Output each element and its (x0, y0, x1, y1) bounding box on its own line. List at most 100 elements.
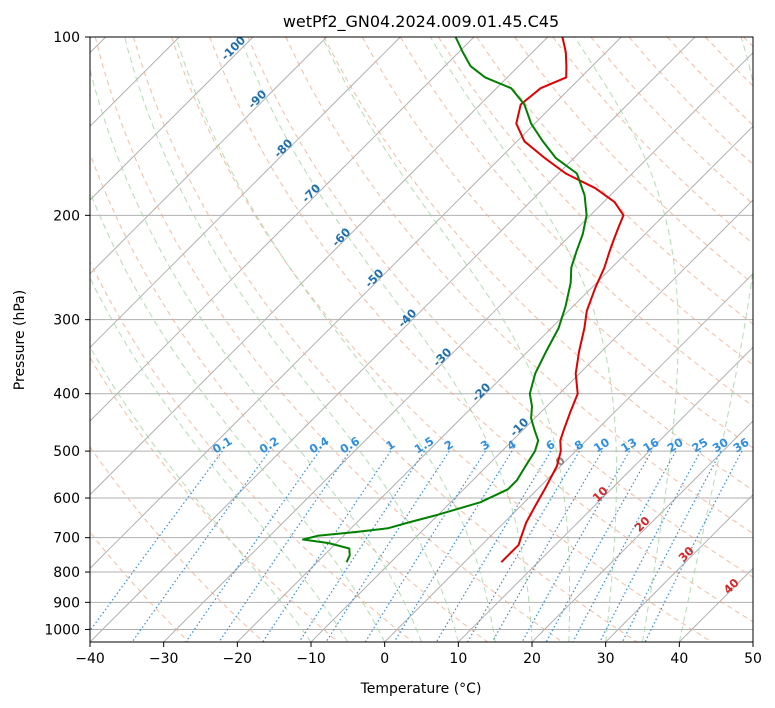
x-tick-label: 30 (597, 651, 615, 667)
y-axis-label: Pressure (hPa) (12, 290, 28, 390)
y-tick-label: 400 (53, 387, 80, 403)
mixing-ratio-label: 0.6 (337, 434, 362, 457)
mixing-ratio-line (621, 450, 722, 642)
dry-adiabat-line (90, 531, 190, 642)
moist-adiabat-label: 30 (676, 544, 697, 565)
y-tick-label: 800 (53, 565, 80, 581)
dry-adiabat-line (90, 356, 339, 642)
x-tick-label: 40 (670, 651, 688, 667)
dry-adiabat-label: -60 (329, 225, 354, 250)
x-tick-label: 50 (744, 651, 762, 667)
mixing-ratio-line (491, 450, 603, 642)
dry-adiabat-line (323, 37, 753, 491)
y-tick-label: 700 (53, 531, 80, 547)
moist-adiabat-label: 40 (721, 576, 742, 597)
moist-adiabat-line (321, 37, 571, 642)
moist-adiabat-line (90, 67, 422, 642)
y-tick-label: 600 (53, 491, 80, 507)
mixing-ratio-line (435, 450, 552, 642)
dry-adiabat-line (399, 37, 753, 407)
mixing-ratio-label: 10 (591, 435, 612, 455)
isotherm-line (90, 37, 328, 275)
mixing-ratio-line (393, 450, 513, 642)
isotherm-line (752, 641, 753, 642)
dry-adiabat-label: -100 (218, 33, 248, 63)
dry-adiabat-label: -50 (362, 266, 387, 291)
moist-adiabat-line (90, 346, 312, 642)
isotherm-line (678, 567, 753, 642)
isotherm-line (90, 37, 401, 349)
mixing-ratio-label: 13 (618, 435, 639, 455)
chart-title: wetPf2_GN04.2024.009.01.45.C45 (283, 12, 559, 32)
dry-adiabat-line (94, 37, 563, 642)
x-tick-label: 0 (380, 651, 389, 667)
mixing-ratio-line (262, 450, 392, 642)
y-tick-label: 900 (53, 595, 80, 611)
dry-adiabat-line (132, 37, 638, 642)
y-tick-label: 300 (53, 313, 80, 329)
dry-adiabat-label: -70 (299, 181, 324, 206)
y-tick-label: 500 (53, 444, 80, 460)
moist-adiabat-line (124, 37, 459, 642)
temperature-profile-line (500, 37, 625, 563)
mixing-ratio-label: 0.1 (210, 434, 235, 457)
mixing-ratio-line (90, 450, 223, 632)
mixing-ratio-line (131, 450, 270, 642)
dry-adiabat-line (247, 37, 753, 578)
dry-adiabat-line (171, 37, 712, 642)
mixing-ratio-label: 20 (665, 435, 686, 455)
x-tick-label: −10 (296, 651, 326, 667)
moist-adiabat-line (429, 37, 617, 642)
dry-adiabat-line (90, 446, 264, 642)
isotherm-line (90, 37, 475, 422)
isotherm-line (531, 420, 753, 642)
mixing-ratio-line (545, 450, 653, 642)
mixing-ratio-line (185, 450, 320, 642)
moist-adiabat-line (573, 37, 679, 642)
mixing-ratio-line (466, 450, 580, 642)
dry-adiabat-label: -30 (430, 345, 455, 370)
mixing-ratio-line (364, 450, 486, 642)
x-tick-label: −40 (75, 651, 105, 667)
mixing-ratio-label: 0.4 (307, 434, 332, 457)
isotherm-line (457, 346, 753, 642)
y-tick-label: 100 (53, 30, 80, 46)
dry-adiabat-line (361, 37, 753, 449)
x-axis-label: Temperature (°C) (360, 681, 482, 697)
x-tick-label: −20 (223, 651, 253, 667)
dry-adiabat-line (90, 152, 488, 642)
dry-adiabat-line (437, 37, 753, 366)
x-tick-label: 10 (449, 651, 467, 667)
mixing-ratio-label: 36 (731, 435, 752, 455)
dry-adiabat-line (552, 37, 753, 245)
mixing-ratio-label: 0.2 (257, 434, 282, 457)
x-tick-label: 20 (523, 651, 541, 667)
mixing-ratio-label: 16 (640, 435, 661, 455)
y-tick-label: 1000 (44, 622, 80, 638)
isotherm-line (90, 37, 696, 642)
mixing-ratio-line (644, 450, 743, 642)
isotherm-line (90, 37, 622, 570)
mixing-ratio-label: 30 (710, 435, 731, 455)
dry-adiabat-label: -40 (395, 306, 420, 331)
mixing-ratio-line (521, 450, 631, 642)
moist-adiabat-line (678, 37, 753, 642)
dry-adiabat-line (209, 37, 753, 623)
isotherm-line (90, 37, 549, 496)
moist-adiabat-label: 20 (632, 514, 653, 535)
dry-adiabat-line (704, 37, 753, 87)
plot-area: 0.1 0.2 0.4 0.6 1 1.5 2 3 4 6 8 10 13 16 20 25 30 36-100-… (90, 33, 753, 642)
dewpoint-profile-line (302, 37, 588, 563)
x-tick-label: −30 (149, 651, 179, 667)
isotherm-line (384, 272, 753, 642)
moist-adiabat-line (90, 276, 349, 642)
moist-adiabat-line (90, 190, 386, 642)
mixing-ratio-line (572, 450, 677, 642)
dry-adiabat-line (90, 260, 414, 642)
dry-adiabat-label: -90 (245, 87, 270, 112)
plot-frame (89, 36, 754, 643)
mixing-ratio-line (599, 450, 702, 642)
mixing-ratio-line (218, 450, 351, 642)
y-tick-label: 200 (53, 208, 80, 224)
